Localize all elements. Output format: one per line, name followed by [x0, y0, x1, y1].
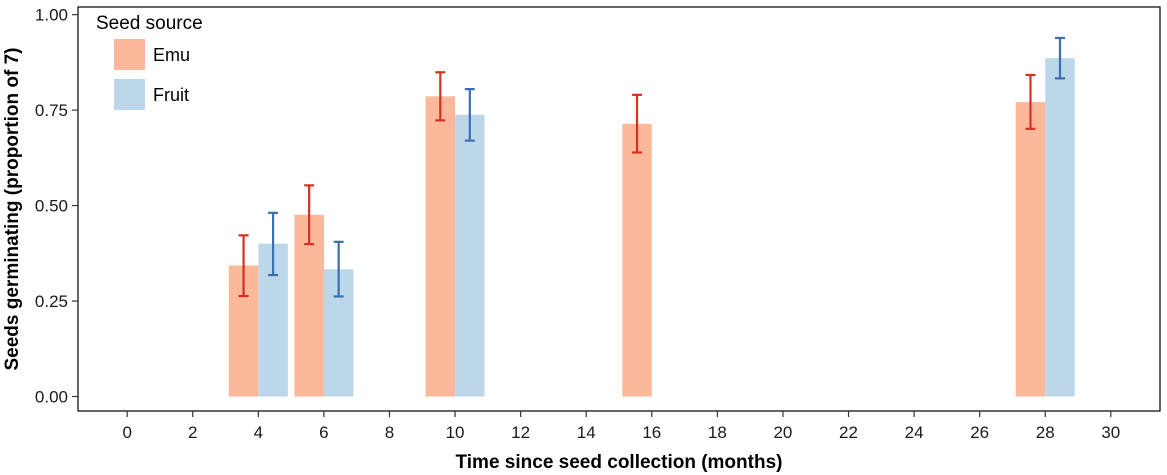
bars-layer: [228, 58, 1075, 397]
plot-panel: [77, 6, 1161, 412]
legend-title: Seed source: [96, 13, 203, 34]
error-bar-emu-month-16: [632, 93, 643, 154]
y-tick-label-0.75: 0.75: [35, 101, 68, 120]
y-axis: 0.00 0.25 0.50 0.75 1.00: [35, 6, 78, 406]
x-tick-label-8: 8: [385, 423, 394, 442]
error-bar-emu-month-10: [435, 71, 446, 122]
x-tick-label-10: 10: [446, 423, 465, 442]
error-bar-fruit-month-10: [464, 87, 475, 142]
bar-emu-month-28: [1015, 102, 1046, 397]
x-tick-label-24: 24: [905, 423, 924, 442]
x-tick-label-26: 26: [970, 423, 989, 442]
x-tick-label-18: 18: [708, 423, 727, 442]
x-tick-label-14: 14: [577, 423, 596, 442]
x-tick-label-20: 20: [773, 423, 792, 442]
x-tick-label-6: 6: [319, 423, 328, 442]
y-tick-label-0.00: 0.00: [35, 387, 68, 406]
y-tick-label-0.25: 0.25: [35, 292, 68, 311]
bar-fruit-month-10: [455, 114, 485, 397]
error-bar-emu-month-4: [238, 234, 249, 298]
error-bar-fruit-month-6: [333, 240, 344, 298]
x-tick-label-4: 4: [254, 423, 263, 442]
y-tick-label-0.50: 0.50: [35, 197, 68, 216]
x-axis: 0 2 4 6 8 10 12 14 16 18 20 22 24 26 28 30: [122, 411, 1120, 442]
legend: Seed source Emu Fruit: [96, 13, 203, 110]
x-axis-title: Time since seed collection (months): [456, 452, 783, 473]
x-tick-label-30: 30: [1101, 423, 1120, 442]
x-tick-label-0: 0: [122, 423, 131, 442]
x-tick-label-12: 12: [511, 423, 530, 442]
error-bar-emu-month-28: [1025, 73, 1036, 130]
y-tick-label-1.00: 1.00: [35, 6, 68, 25]
bar-fruit-month-28: [1045, 58, 1075, 397]
error-bar-fruit-month-28: [1054, 36, 1065, 80]
x-tick-label-22: 22: [839, 423, 858, 442]
error-bars-layer: [238, 36, 1065, 298]
legend-swatch-emu: [114, 39, 145, 70]
bar-emu-month-16: [622, 123, 652, 397]
error-bar-fruit-month-4: [268, 211, 279, 277]
legend-swatch-fruit: [114, 79, 145, 110]
legend-label-emu: Emu: [153, 45, 190, 65]
x-tick-label-2: 2: [188, 423, 197, 442]
x-tick-label-16: 16: [642, 423, 661, 442]
x-tick-label-28: 28: [1036, 423, 1055, 442]
error-bar-emu-month-6: [304, 184, 315, 246]
y-axis-title: Seeds germinating (proportion of 7): [2, 47, 23, 370]
legend-label-fruit: Fruit: [153, 85, 189, 105]
bar-emu-month-10: [425, 96, 456, 397]
